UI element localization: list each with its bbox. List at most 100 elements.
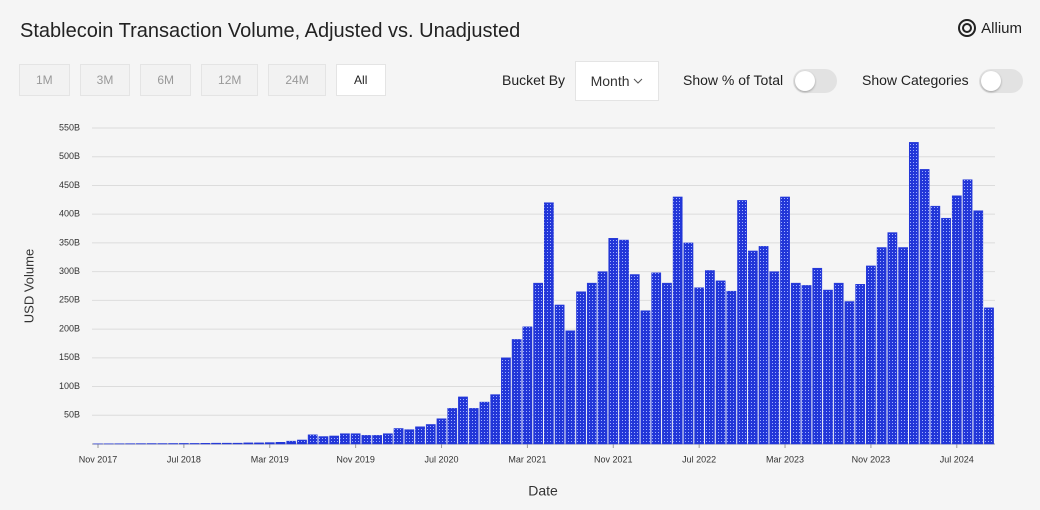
bar <box>984 307 994 445</box>
chevron <box>634 78 643 84</box>
bar <box>908 142 919 445</box>
bar <box>737 200 747 445</box>
y-tick-label: 200B <box>59 323 80 333</box>
bar <box>200 443 211 445</box>
bar <box>350 433 361 445</box>
x-tick-label: Jul 2018 <box>167 454 201 464</box>
y-axis-label: USD Volume <box>21 249 36 323</box>
bar <box>307 434 318 445</box>
bar <box>340 433 350 445</box>
x-tick-label: Nov 2023 <box>852 454 891 464</box>
bar <box>769 271 780 445</box>
title: Stablecoin Transaction Volume, Adjusted … <box>20 20 521 42</box>
bar <box>694 287 705 445</box>
bar <box>168 443 179 445</box>
bar <box>790 282 801 445</box>
bucket-select[interactable]: Month <box>575 61 659 101</box>
bar <box>973 210 984 445</box>
range-button[interactable]: 24M <box>268 64 326 96</box>
bar <box>629 274 640 445</box>
bar <box>747 250 758 445</box>
bar <box>801 285 812 445</box>
bar <box>490 394 501 445</box>
range-button[interactable]: All <box>335 64 386 96</box>
y-tick-label: 100B <box>59 381 80 391</box>
bar <box>866 265 876 445</box>
range-button[interactable]: 6M <box>140 64 192 96</box>
toggle-label: Show Categories <box>862 72 969 88</box>
bar <box>468 408 479 445</box>
bar <box>930 205 941 445</box>
bar <box>425 424 436 445</box>
bucket-value: Month <box>590 73 630 89</box>
bar <box>479 401 490 445</box>
x-tick-label: Mar 2019 <box>251 454 289 464</box>
bar <box>179 443 189 445</box>
bar <box>586 282 597 445</box>
bar <box>898 247 908 445</box>
y-tick-label: 350B <box>59 237 80 247</box>
y-tick-label: 50B <box>64 410 80 420</box>
bar <box>533 282 543 445</box>
bar <box>640 310 651 445</box>
bar <box>329 435 340 445</box>
bar <box>951 195 962 445</box>
bar <box>415 426 425 445</box>
logo <box>958 19 977 37</box>
x-tick-label: Mar 2023 <box>766 454 804 464</box>
bar <box>382 433 393 445</box>
x-axis-label: Date <box>528 483 558 499</box>
bar <box>941 217 951 445</box>
brand: Allium <box>957 18 1022 38</box>
bar <box>565 330 576 445</box>
x-tick-label: Nov 2021 <box>594 454 633 464</box>
y-tick-label: 400B <box>59 209 80 219</box>
toggle[interactable] <box>979 69 1023 93</box>
x-tick-label: Jul 2022 <box>682 454 716 464</box>
toggle[interactable] <box>793 69 837 93</box>
bar <box>436 418 447 445</box>
y-tick-label: 450B <box>59 180 80 190</box>
bar <box>232 442 243 445</box>
bar <box>919 169 930 445</box>
bar <box>597 271 608 445</box>
bar <box>286 440 297 445</box>
bar <box>522 326 533 445</box>
bar <box>705 270 715 445</box>
bar <box>855 284 866 445</box>
bar <box>576 291 586 445</box>
range-button[interactable]: 1M <box>19 64 70 96</box>
bar <box>275 442 286 445</box>
toggle-label: Show % of Total <box>683 72 784 88</box>
bar <box>393 428 404 445</box>
bar <box>243 442 254 445</box>
chart: Date USD Volume 50B 100B 150B 200B 250B 300B 3… <box>21 122 995 499</box>
bar <box>297 439 307 445</box>
x-tick-label: Nov 2019 <box>336 454 375 464</box>
bar <box>372 435 382 445</box>
bar <box>726 290 737 445</box>
bar <box>221 442 232 445</box>
bar <box>544 202 554 445</box>
bar <box>404 429 415 445</box>
bar <box>876 247 887 445</box>
bar <box>962 179 973 445</box>
bar <box>361 435 372 445</box>
bar <box>554 304 565 445</box>
bar <box>501 357 511 445</box>
bar <box>844 301 855 445</box>
bar <box>511 339 522 445</box>
y-tick-label: 150B <box>59 352 80 362</box>
bar <box>254 442 264 445</box>
bar <box>780 196 790 445</box>
bar <box>318 436 329 445</box>
range-button[interactable]: 3M <box>79 64 131 96</box>
bar <box>683 242 694 445</box>
x-tick-label: Nov 2017 <box>79 454 118 464</box>
y-tick-label: 250B <box>59 295 80 305</box>
x-tick-label: Jul 2020 <box>425 454 459 464</box>
bucket-label: Bucket By <box>502 72 566 88</box>
bar <box>619 239 629 445</box>
range-button[interactable]: 12M <box>201 64 259 96</box>
